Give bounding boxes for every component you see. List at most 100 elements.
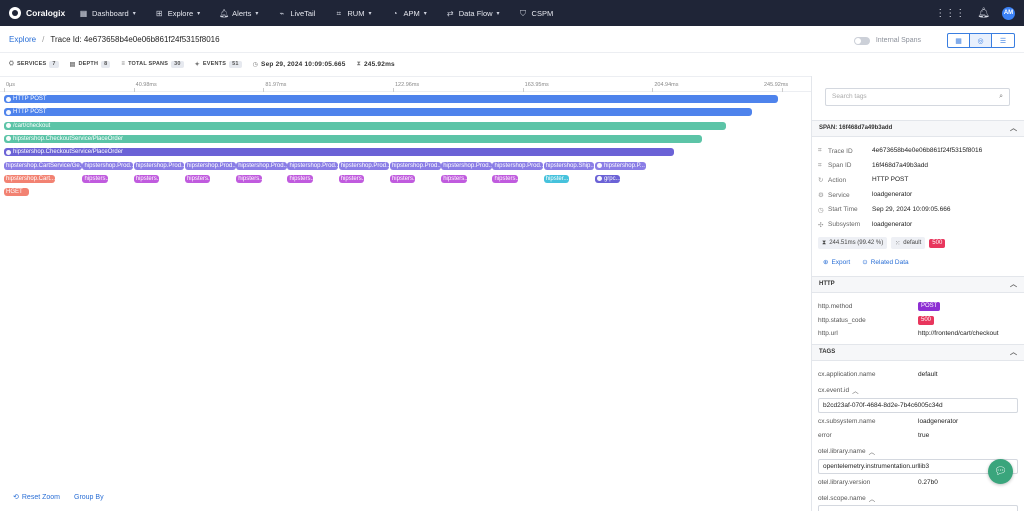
span-section-header[interactable]: SPAN: 16f468d7a49b3add ︿: [812, 120, 1024, 137]
span-field-key: ⌗ Span ID: [818, 162, 872, 170]
nav-item-explore[interactable]: ⊞ Explore ▾: [155, 9, 200, 18]
brand[interactable]: Coralogix: [9, 7, 79, 19]
stat-services: ⛭ SERVICES 7: [9, 60, 59, 68]
breadcrumb-explore-link[interactable]: Explore: [9, 34, 37, 44]
apps-grid-icon[interactable]: ⋮⋮⋮: [935, 7, 966, 19]
top-navigation: Coralogix ▦ Dashboard ▾ ⊞ Explore ▾ 🔔︎ Alerts ▾ ⌁…: [0, 0, 1024, 26]
span-bar[interactable]: hipsters...: [492, 174, 518, 183]
span-bar[interactable]: hipsters...: [338, 174, 364, 183]
tag-row-event-id[interactable]: cx.event.id ︿: [818, 385, 1018, 396]
http-field-key: http.method: [818, 303, 853, 310]
related-data-button[interactable]: ⊙ Related Data: [862, 258, 908, 267]
events-icon: ✦: [194, 61, 200, 68]
span-label: hipstershop.Prod...: [135, 162, 185, 169]
chevron-up-icon: ︿: [1010, 281, 1017, 288]
tag-row-error: error true: [818, 432, 1018, 439]
breadcrumb-separator: /: [42, 34, 45, 44]
timeline-footer: ⟲ Reset Zoom Group By: [13, 493, 104, 502]
http-field-value: http://frontend/cart/checkout: [918, 330, 999, 337]
nav-item-apm[interactable]: ◔ APM ▾: [390, 9, 427, 18]
library-name-value-box[interactable]: opentelemetry.instrumentation.urllib3: [818, 459, 1018, 474]
tag-row-subsystem: cx.subsystem.name loadgenerator: [818, 418, 1018, 425]
internal-spans-toggle[interactable]: [853, 36, 870, 45]
span-bar[interactable]: grpc...: [594, 174, 621, 183]
span-label: hipsters...: [289, 175, 313, 182]
tag-key: otel.library.version: [818, 479, 871, 486]
span-label: hipsters...: [391, 175, 415, 182]
span-label: hipstershop.CartService/Ge...: [6, 162, 82, 169]
span-chips: ⧗ 244.51ms (99.42 %) ⁙ default 500: [818, 237, 946, 249]
nav-item-cspm[interactable]: ⛉ CSPM: [519, 8, 554, 18]
stat-services-label: SERVICES: [17, 61, 47, 67]
span-bar[interactable]: hipstershop.CartService/Ge...: [4, 161, 82, 170]
span-bar[interactable]: hipstershop.Prod...: [236, 161, 287, 170]
span-bar[interactable]: /cart/checkout: [4, 121, 726, 130]
span-bar[interactable]: hipsters...: [184, 174, 211, 183]
span-bar[interactable]: hipstershop.Prod...: [287, 161, 339, 170]
span-bar[interactable]: hipsters...: [236, 174, 262, 183]
span-bar[interactable]: hipster...: [543, 174, 569, 183]
span-bar[interactable]: hipsters...: [133, 174, 159, 183]
span-field-value: 4e673658b4e0e06b861f24f5315f8016: [872, 147, 983, 154]
span-bar[interactable]: hipstershop.CheckoutService/PlaceOrder: [4, 148, 674, 157]
nav-item-label: CSPM: [531, 8, 554, 18]
tag-row-library-name[interactable]: otel.library.name ︿: [818, 446, 1018, 457]
nav-item-livetail[interactable]: ⌁ LiveTail: [277, 9, 315, 18]
span-field-value: 16f468d7a49b3add: [872, 161, 929, 169]
event-id-value-box[interactable]: b2cd23af-070f-4684-8d2e-7b4c6005c34d: [818, 398, 1018, 413]
group-by-button[interactable]: Group By: [74, 493, 104, 501]
scope-name-value-box[interactable]: [818, 505, 1018, 511]
notification-bell-icon[interactable]: 🔔︎: [977, 7, 990, 19]
reset-zoom-button[interactable]: ⟲ Reset Zoom: [13, 493, 60, 502]
span-bar[interactable]: hipstershop.P...: [594, 161, 646, 170]
span-bar[interactable]: hipsters...: [389, 174, 416, 183]
span-label: hipstershop.Prod...: [238, 162, 287, 169]
span-bar[interactable]: hipstershop.Prod...: [338, 161, 390, 170]
span-bar[interactable]: hipsters...: [82, 174, 108, 183]
action-icon: ↻: [818, 177, 824, 185]
span-bar[interactable]: hipstershop.Prod...: [82, 161, 134, 170]
span-bar[interactable]: hipsters...: [441, 174, 467, 183]
span-field-row: ✣ Subsystem loadgenerator: [818, 221, 1018, 229]
span-details-panel: Search tags ⌕ SPAN: 16f468d7a49b3add ︿ ⌗…: [811, 76, 1024, 511]
http-field-value: POST: [918, 302, 941, 311]
span-field-value: HTTP POST: [872, 176, 909, 184]
span-bar[interactable]: hipstershop.Cart...: [4, 174, 55, 183]
nav-item-dashboard[interactable]: ▦ Dashboard ▾: [79, 9, 136, 18]
span-bar[interactable]: hipstershop.CheckoutService/PlaceOrder: [4, 134, 702, 143]
span-bar[interactable]: hipstershop.Prod...: [441, 161, 492, 170]
span-bar[interactable]: hipstershop.Ship...: [543, 161, 595, 170]
explore-icon: ⊞: [155, 8, 163, 18]
span-bar[interactable]: HTTP POST: [4, 95, 778, 103]
span-bar[interactable]: hipstershop.Prod...: [389, 161, 441, 170]
span-status-icon: [6, 149, 11, 155]
span-bar[interactable]: hipstershop.Prod...: [133, 161, 185, 170]
tag-row-scope-name[interactable]: otel.scope.name ︿: [818, 493, 1018, 504]
span-field-row: ⚙ Service loadgenerator: [818, 191, 1018, 199]
nav-item-data-flow[interactable]: ⇄ Data Flow ▾: [446, 9, 500, 18]
hourglass-icon: ⧗: [822, 239, 827, 246]
span-status-icon: [6, 136, 11, 142]
span-label: hipstershop.Prod...: [340, 162, 390, 169]
search-tags-input[interactable]: Search tags ⌕: [825, 88, 1010, 106]
nav-item-label: LiveTail: [290, 8, 316, 18]
span-bar[interactable]: hipstershop.Prod...: [184, 161, 236, 170]
avatar[interactable]: AM: [1002, 6, 1015, 20]
tag-value: loadgenerator: [918, 418, 959, 425]
span-bar[interactable]: HTTP POST: [4, 108, 753, 117]
trace-timeline[interactable]: 0µs 40.98ms 81.97ms 122.96ms 163.95ms 204.94m…: [0, 76, 811, 511]
chat-support-button[interactable]: 💬︎: [988, 459, 1013, 484]
nav-item-rum[interactable]: ⌗ RUM ▾: [334, 9, 372, 18]
span-bar[interactable]: hipstershop.Prod...: [492, 161, 544, 170]
http-section-header[interactable]: HTTP ︿: [812, 276, 1024, 293]
span-bar[interactable]: HGET: [4, 188, 30, 197]
span-bar[interactable]: hipsters...: [287, 174, 313, 183]
grid-view-button[interactable]: ▦: [948, 34, 970, 47]
nav-item-alerts[interactable]: 🔔︎ Alerts ▾: [219, 9, 258, 18]
timeline-view-button[interactable]: ◎: [970, 34, 992, 47]
tags-section-header[interactable]: TAGS ︿: [812, 344, 1024, 361]
nav-menu: ▦ Dashboard ▾ ⊞ Explore ▾ 🔔︎ Alerts ▾ ⌁ LiveTail ⌗ R…: [79, 9, 572, 18]
list-view-button[interactable]: ☰: [999, 37, 1007, 45]
tag-key: cx.subsystem.name: [818, 418, 876, 425]
export-button[interactable]: ⊕ Export: [823, 258, 850, 267]
